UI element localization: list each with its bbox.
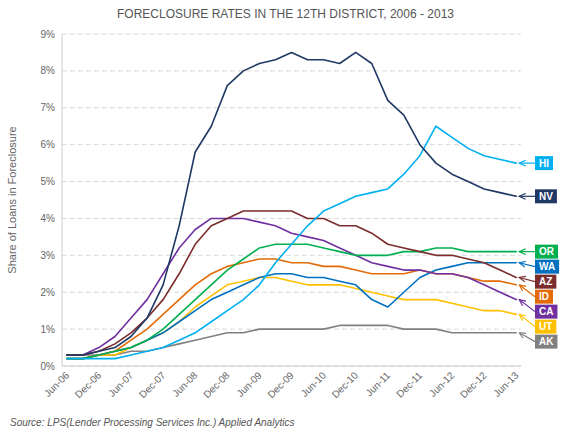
annotation-label: HI: [539, 158, 549, 169]
x-tick-label: Dec-08: [201, 369, 232, 400]
series-line: [67, 52, 516, 354]
grid-line: [62, 144, 521, 145]
series-annotation: CA: [519, 300, 557, 319]
annotation-box: [535, 335, 557, 349]
annotation-label: WA: [539, 261, 555, 272]
grid: [62, 34, 521, 366]
annotations: HI NV OR WA AZ ID CA UT AK: [519, 156, 559, 349]
y-tick-label: 2%: [41, 287, 56, 298]
y-tick-label: 9%: [41, 29, 56, 40]
y-tick-label: 5%: [41, 176, 56, 187]
source: Source: LPS(Lender Processing Services I…: [10, 417, 294, 428]
annotation-arrow: [519, 285, 535, 297]
y-tick-label: 1%: [41, 324, 56, 335]
annotation-arrow: [519, 263, 535, 267]
grid-line: [62, 181, 521, 182]
lines: [67, 52, 516, 358]
series-annotation: ID: [519, 285, 553, 304]
annotation-box: [535, 260, 559, 274]
series-annotation: AK: [519, 333, 557, 349]
x-tick-label: Dec-10: [330, 369, 361, 400]
annotation-label: ID: [539, 291, 549, 302]
x-tick-label: Dec-06: [73, 369, 104, 400]
annotation-label: AK: [539, 336, 554, 347]
annotation-arrow: [519, 251, 535, 252]
annotation-label: CA: [539, 306, 553, 317]
series-line: [67, 218, 516, 354]
x-axis-line: [62, 366, 521, 367]
series-annotation: WA: [519, 260, 559, 274]
annotation-arrow: [519, 333, 535, 342]
annotation-box: [535, 305, 557, 319]
x-tick-label: Jun-06: [42, 369, 72, 399]
x-axis: Jun-06Dec-06Jun-07Dec-07Jun-08Dec-08Jun-…: [42, 369, 521, 400]
series-annotation: AZ: [519, 275, 556, 289]
annotation-box: [535, 275, 556, 289]
y-tick-label: 8%: [41, 65, 56, 76]
x-tick-label: Jun-10: [299, 369, 329, 399]
annotation-box: [535, 245, 558, 259]
y-axis-label: Share of Loans in Foreclosure: [6, 126, 18, 273]
annotation-label: OR: [539, 246, 555, 257]
series-annotation: HI: [519, 156, 553, 170]
series-annotation: UT: [519, 314, 556, 333]
annotation-arrow: [519, 300, 535, 312]
grid-line: [62, 218, 521, 219]
series-line: [67, 244, 516, 358]
annotation-label: NV: [539, 191, 553, 202]
y-tick-label: 0%: [41, 361, 56, 372]
grid-line: [62, 366, 521, 367]
x-tick-label: Jun-11: [363, 369, 392, 398]
x-tick-label: Dec-12: [458, 369, 489, 400]
annotation-arrow: [519, 196, 535, 197]
annotation-box: [535, 320, 556, 334]
y-axis-line: [62, 34, 63, 366]
grid-line: [62, 107, 521, 108]
x-tick-label: Dec-07: [137, 369, 168, 400]
series-line: [67, 126, 516, 358]
grid-line: [62, 292, 521, 293]
x-tick-label: Jun-12: [427, 369, 457, 399]
x-tick-label: Jun-08: [170, 369, 200, 399]
annotation-label: UT: [539, 321, 552, 332]
annotation-box: [535, 290, 553, 304]
series-annotation: OR: [519, 245, 558, 259]
series-annotation: NV: [519, 189, 557, 203]
series-line: [67, 263, 516, 359]
annotation-box: [535, 189, 557, 203]
x-tick-label: Jun-13: [491, 369, 521, 399]
x-tick-label: Dec-09: [265, 369, 296, 400]
x-tick-label: Jun-09: [234, 369, 264, 399]
annotation-label: AZ: [539, 276, 552, 287]
x-tick-label: Jun-07: [106, 369, 136, 399]
y-tick-label: 3%: [41, 250, 56, 261]
y-tick-label: 6%: [41, 139, 56, 150]
annotation-arrow: [519, 314, 535, 326]
annotation-box: [535, 156, 553, 170]
annotation-arrow: [519, 277, 535, 281]
grid-line: [62, 34, 521, 35]
annotation-arrow: [519, 163, 535, 164]
y-tick-label: 4%: [41, 213, 56, 224]
y-axis: 0% 1% 2% 3% 4% 5% 6% 7% 8% 9%: [41, 29, 56, 372]
grid-line: [62, 70, 521, 71]
y-tick-label: 7%: [41, 102, 56, 113]
title: FORECLOSURE RATES IN THE 12TH DISTRICT, …: [117, 7, 454, 21]
chart: FORECLOSURE RATES IN THE 12TH DISTRICT, …: [0, 0, 571, 434]
x-tick-label: Dec-11: [394, 369, 424, 399]
